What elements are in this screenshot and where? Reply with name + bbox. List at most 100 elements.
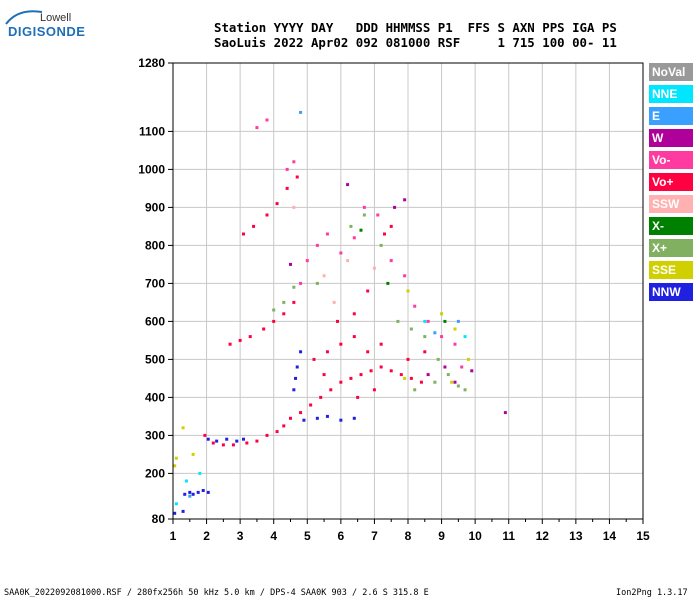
y-tick-label: 800 xyxy=(145,238,165,252)
data-point-vo- xyxy=(379,365,383,369)
data-point-x- xyxy=(396,319,400,323)
legend-item-x-: X+ xyxy=(649,239,693,257)
x-tick-label: 6 xyxy=(338,529,345,543)
data-point-e xyxy=(188,494,192,498)
data-point-x- xyxy=(446,373,450,377)
data-point-x- xyxy=(456,384,460,388)
data-point-x- xyxy=(443,319,447,323)
data-point-nnw xyxy=(352,416,356,420)
data-point-nne xyxy=(184,479,188,483)
x-tick-label: 9 xyxy=(438,529,445,543)
data-point-vo- xyxy=(265,433,269,437)
data-point-nne xyxy=(423,319,427,323)
data-point-vo- xyxy=(282,424,286,428)
data-point-nnw xyxy=(173,511,177,515)
legend-item-vo-: Vo+ xyxy=(649,173,693,191)
header-line-2: SaoLuis 2022 Apr02 092 081000 RSF 1 715 … xyxy=(214,35,617,50)
data-point-nnw xyxy=(183,492,187,496)
data-point-vo- xyxy=(295,175,299,179)
data-point-nne xyxy=(198,471,202,475)
data-point-w xyxy=(443,365,447,369)
data-point-vo- xyxy=(238,338,242,342)
x-tick-label: 7 xyxy=(371,529,378,543)
data-point-vo- xyxy=(389,369,393,373)
data-point-vo- xyxy=(409,376,413,380)
data-point-vo- xyxy=(255,439,259,443)
legend-item-nnw: NNW xyxy=(649,283,693,301)
legend-item-vo-: Vo- xyxy=(649,151,693,169)
data-point-nnw xyxy=(235,439,239,443)
data-point-x- xyxy=(362,213,366,217)
data-point-vo- xyxy=(262,327,266,331)
data-point-vo- xyxy=(285,186,289,190)
data-point-vo- xyxy=(413,304,417,308)
data-point-sse xyxy=(440,312,444,316)
logo-digisonde: DIGISONDE xyxy=(8,24,86,39)
data-point-w xyxy=(470,369,474,373)
data-point-sse xyxy=(181,426,185,430)
x-tick-label: 12 xyxy=(536,529,550,543)
y-tick-label: 600 xyxy=(145,314,165,328)
data-point-vo- xyxy=(359,373,363,377)
data-point-x- xyxy=(463,388,467,392)
data-point-w xyxy=(453,380,457,384)
data-point-w xyxy=(426,373,430,377)
x-tick-label: 11 xyxy=(502,529,515,543)
data-point-x- xyxy=(436,357,440,361)
data-point-vo- xyxy=(379,342,383,346)
header-line-1: Station YYYY DAY DDD HHMMSS P1 FFS S AXN… xyxy=(214,20,617,35)
y-tick-label: 700 xyxy=(145,276,165,290)
data-point-vo- xyxy=(389,259,393,263)
data-point-w xyxy=(403,198,407,202)
data-point-vo- xyxy=(423,350,427,354)
data-point-vo- xyxy=(336,319,339,323)
legend-item-e: E xyxy=(649,107,693,125)
data-point-vo- xyxy=(325,232,329,236)
y-tick-label: 1100 xyxy=(139,124,165,138)
data-point-w xyxy=(346,183,350,187)
data-point-x- xyxy=(315,281,319,285)
data-point-nnw xyxy=(242,437,245,441)
data-point-vo- xyxy=(299,411,303,415)
data-point-sse xyxy=(466,357,470,361)
data-point-vo- xyxy=(366,350,370,354)
data-point-ssw xyxy=(292,205,296,209)
data-point-vo- xyxy=(366,289,370,293)
data-point-vo- xyxy=(272,319,276,323)
data-point-vo- xyxy=(453,342,457,346)
data-point-nnw xyxy=(191,492,195,496)
data-point-x- xyxy=(292,285,296,289)
x-tick-label: 3 xyxy=(237,529,244,543)
data-point-nne xyxy=(463,335,467,339)
y-tick-label: 200 xyxy=(145,466,165,480)
data-point-nnw xyxy=(339,418,343,422)
data-point-vo- xyxy=(426,319,430,323)
data-point-vo- xyxy=(312,357,316,361)
data-point-vo- xyxy=(339,342,343,346)
data-point-vo- xyxy=(389,224,393,228)
data-point-x- xyxy=(386,281,390,285)
data-point-nnw xyxy=(292,388,296,392)
data-point-vo- xyxy=(265,118,269,122)
data-point-e xyxy=(456,319,460,323)
data-point-sse xyxy=(450,380,454,384)
x-tick-label: 10 xyxy=(468,529,482,543)
data-point-sse xyxy=(191,452,195,456)
data-point-nnw xyxy=(315,416,319,420)
data-point-vo- xyxy=(255,126,259,130)
data-point-nnw xyxy=(294,376,298,380)
data-point-vo- xyxy=(369,369,373,373)
x-tick-label: 2 xyxy=(203,529,210,543)
x-tick-label: 14 xyxy=(603,529,617,543)
y-tick-label: 900 xyxy=(145,200,165,214)
data-point-nne xyxy=(174,502,178,506)
y-tick-label: 300 xyxy=(145,428,165,442)
data-point-x- xyxy=(379,243,383,247)
data-point-vo- xyxy=(242,232,245,236)
data-point-vo- xyxy=(440,335,444,339)
legend-item-x-: X- xyxy=(649,217,693,235)
data-point-vo- xyxy=(305,259,309,263)
data-point-vo- xyxy=(352,236,356,240)
data-point-vo- xyxy=(292,300,296,304)
data-point-vo- xyxy=(275,430,279,434)
